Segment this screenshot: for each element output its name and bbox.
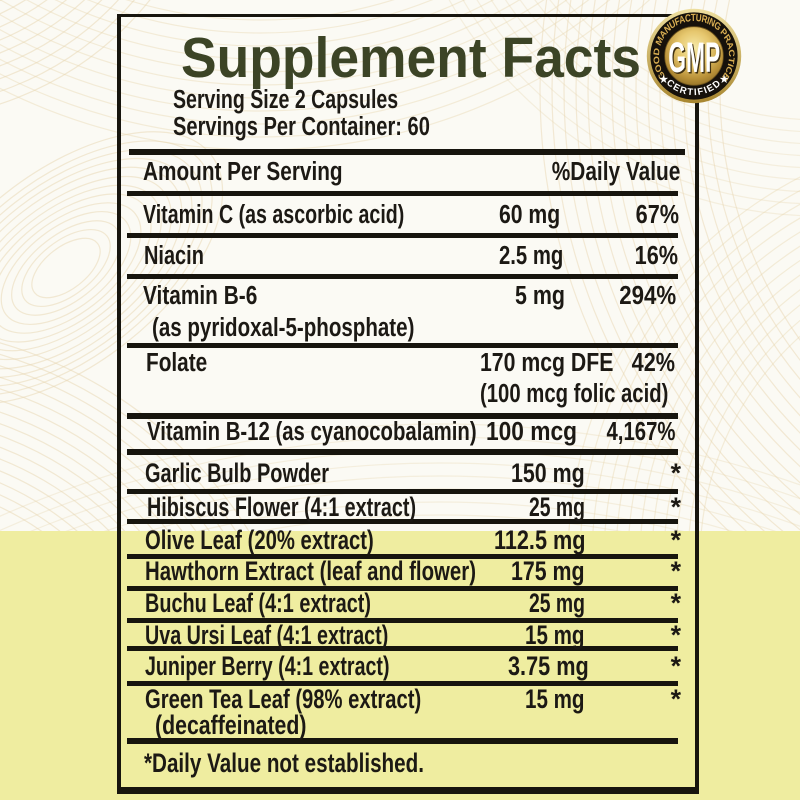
svg-text:GMP: GMP	[668, 34, 720, 82]
svg-text:★: ★	[719, 74, 729, 86]
svg-text:★: ★	[659, 74, 669, 86]
svg-text:GMP: GMP	[670, 35, 722, 83]
